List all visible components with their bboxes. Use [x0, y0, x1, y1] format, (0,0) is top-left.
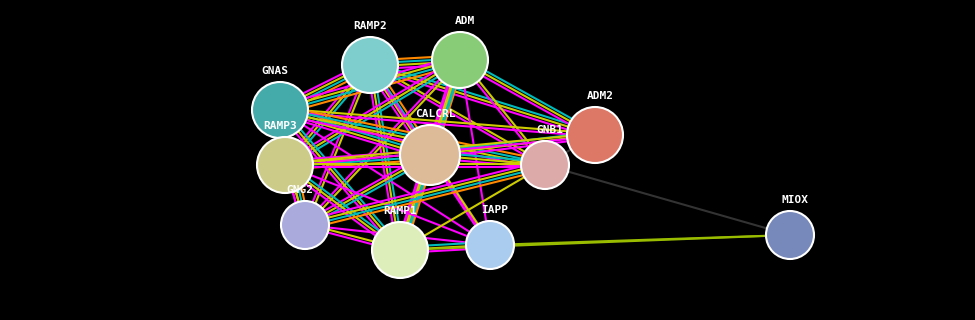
Circle shape [567, 107, 623, 163]
Circle shape [766, 211, 814, 259]
Text: RAMP3: RAMP3 [263, 121, 296, 131]
Text: ADM2: ADM2 [587, 91, 613, 101]
Circle shape [257, 137, 313, 193]
Text: GNG2: GNG2 [287, 185, 314, 195]
Text: RAMP1: RAMP1 [383, 206, 417, 216]
Circle shape [281, 201, 329, 249]
Text: GNB1: GNB1 [536, 125, 564, 135]
Circle shape [432, 32, 488, 88]
Circle shape [342, 37, 398, 93]
Text: ADM: ADM [455, 16, 475, 26]
Text: CALCRL: CALCRL [414, 109, 455, 119]
Text: RAMP2: RAMP2 [353, 21, 387, 31]
Circle shape [521, 141, 569, 189]
Circle shape [400, 125, 460, 185]
Circle shape [252, 82, 308, 138]
Text: MIOX: MIOX [782, 195, 808, 205]
Text: IAPP: IAPP [482, 205, 509, 215]
Text: GNAS: GNAS [261, 66, 289, 76]
Circle shape [466, 221, 514, 269]
Circle shape [372, 222, 428, 278]
